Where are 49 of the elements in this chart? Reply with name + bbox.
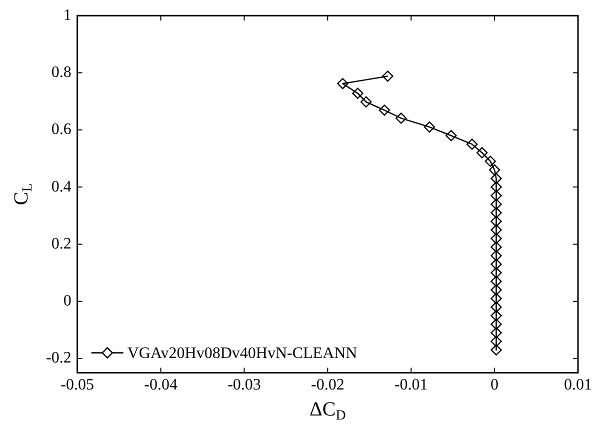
point	[424, 121, 436, 133]
point	[490, 172, 502, 184]
point	[476, 147, 488, 158]
point	[488, 164, 500, 176]
point	[490, 190, 502, 202]
y-tick-label: 0.8	[51, 64, 72, 81]
point	[490, 241, 502, 253]
point	[466, 138, 478, 150]
point	[490, 318, 502, 330]
point	[352, 88, 364, 99]
legend-label: VGAv20Hv08Dv40HvN-CLEANN	[127, 345, 358, 362]
point	[446, 130, 457, 142]
point	[490, 224, 502, 236]
x-tick-label: 0	[490, 376, 499, 394]
point	[484, 156, 496, 167]
y-tick-label: 0	[63, 292, 72, 310]
y-tick-label: -0.2	[46, 350, 72, 367]
x-tick-label: -0.01	[394, 376, 428, 394]
point	[490, 344, 502, 356]
point	[490, 310, 502, 322]
point	[490, 216, 502, 227]
point	[490, 250, 502, 262]
point	[490, 198, 502, 210]
x-tick-label: -0.04	[144, 376, 178, 394]
point	[490, 181, 502, 193]
point	[378, 104, 390, 116]
y-tick-label: 0.2	[51, 235, 72, 252]
x-tick-label: -0.02	[311, 376, 344, 394]
point	[490, 301, 502, 313]
y-tick-label: 0.6	[51, 121, 72, 138]
y-axis-title: CL	[10, 183, 36, 206]
point	[395, 112, 407, 124]
point	[490, 207, 502, 218]
point	[490, 292, 502, 304]
y-tick-label: 0.4	[51, 178, 72, 196]
x-tick-label: -0.03	[228, 376, 261, 394]
x-tick-label: -0.05	[60, 376, 94, 394]
point	[490, 258, 502, 270]
point	[490, 327, 502, 338]
point	[490, 232, 502, 244]
point	[490, 276, 502, 287]
point	[360, 96, 372, 108]
point	[490, 284, 502, 296]
x-tick-label: 0.01	[564, 376, 592, 394]
point	[490, 267, 502, 278]
point	[382, 70, 394, 82]
point	[337, 78, 348, 90]
point	[490, 336, 502, 347]
y-tick-label: 1	[63, 6, 72, 24]
